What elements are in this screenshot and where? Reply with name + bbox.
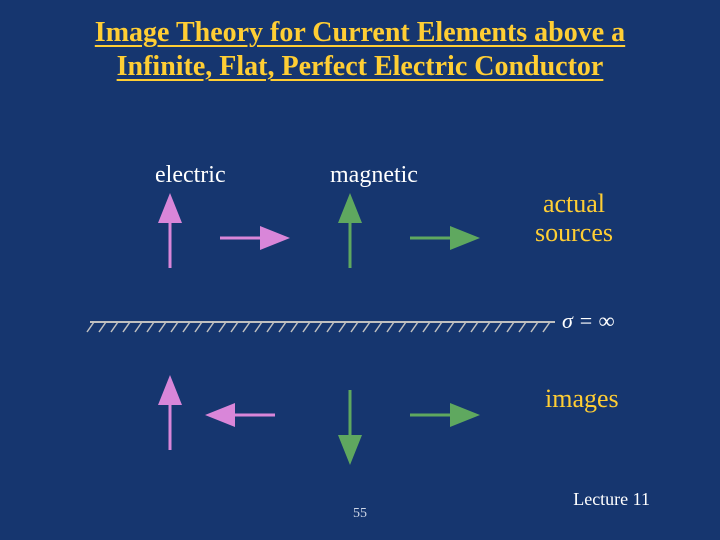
diagram-svg [0, 0, 720, 540]
ground-plane [87, 322, 555, 332]
